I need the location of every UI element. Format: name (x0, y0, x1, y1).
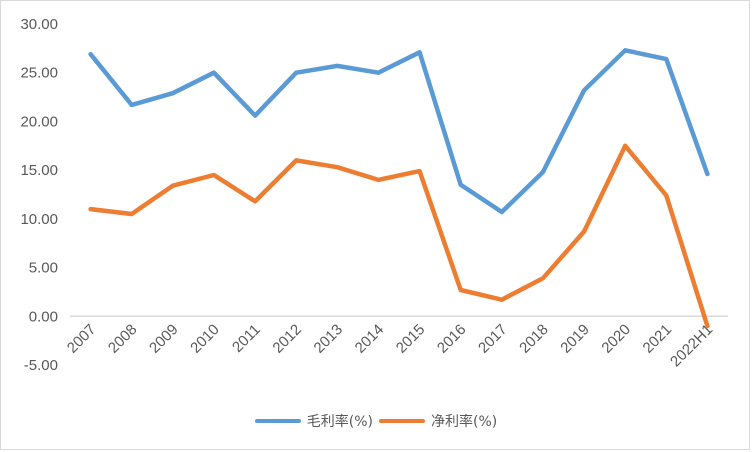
gross-margin-swatch-icon (254, 419, 301, 423)
legend: 毛利率(%) 净利率(%) (0, 408, 752, 434)
x-tick-label: 2011 (229, 321, 264, 356)
x-tick-label: 2020 (598, 321, 634, 357)
x-tick-label: 2013 (311, 321, 347, 357)
y-tick-label: 25.00 (20, 65, 58, 82)
x-tick-label: 2015 (393, 321, 429, 357)
x-tick-label: 2019 (557, 321, 593, 357)
x-tick-label: 2007 (64, 321, 100, 357)
legend-label-gross-margin: 毛利率(%) (306, 414, 373, 430)
legend-item-net-margin[interactable]: 净利率(%) (379, 411, 497, 431)
y-axis-labels: 30.00 25.00 20.00 15.00 10.00 5.00 0.00 -5.00 (20, 16, 58, 374)
y-tick-label: -5.00 (24, 357, 58, 374)
x-axis-labels: 2007 2008 2009 2010 2011 2012 2013 2014 2015 2016… (64, 321, 716, 370)
x-tick-label: 2017 (475, 321, 511, 357)
y-tick-label: 30.00 (20, 16, 58, 33)
x-tick-label: 2016 (434, 321, 470, 357)
x-tick-label: 2010 (187, 321, 223, 357)
x-tick-label: 2012 (269, 321, 305, 357)
x-tick-label: 2014 (352, 321, 388, 357)
y-tick-label: 5.00 (29, 260, 58, 277)
legend-label-net-margin: 净利率(%) (431, 414, 498, 430)
y-tick-label: 0.00 (29, 308, 58, 325)
gross-margin-line (88, 48, 710, 215)
y-tick-label: 15.00 (20, 162, 58, 179)
x-tick-label: 2022H1 (667, 321, 716, 370)
net-margin-swatch-icon (379, 419, 425, 423)
y-tick-label: 20.00 (20, 113, 58, 130)
x-tick-label: 2021 (640, 321, 676, 357)
net-margin-line (88, 143, 710, 329)
x-tick-label: 2009 (146, 321, 182, 357)
y-tick-label: 10.00 (20, 211, 58, 228)
x-tick-label: 2008 (105, 321, 141, 357)
x-tick-label: 2018 (516, 321, 552, 357)
legend-item-gross-margin[interactable]: 毛利率(%) (254, 411, 373, 431)
series-lines (88, 48, 710, 329)
